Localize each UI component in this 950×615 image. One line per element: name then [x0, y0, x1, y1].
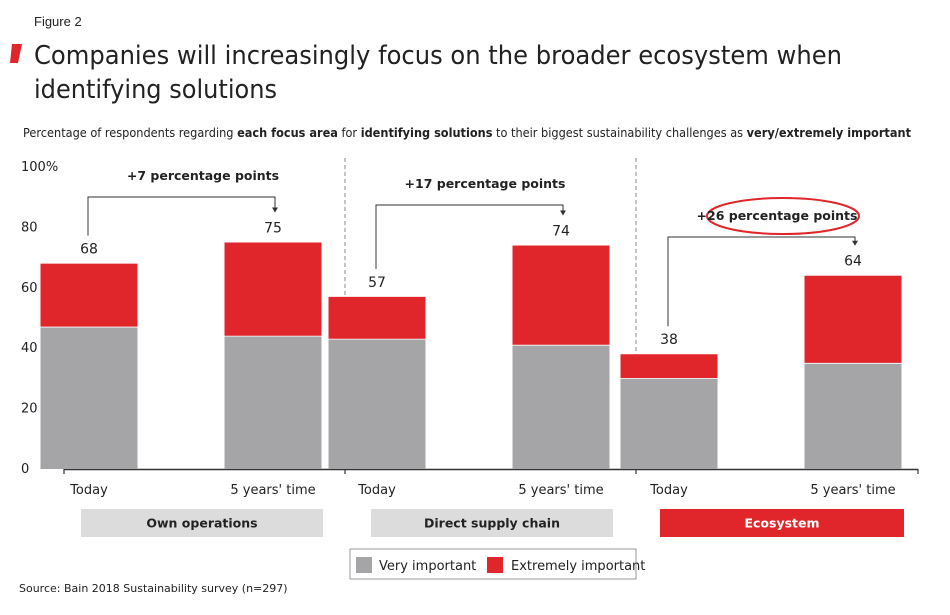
bar-extremely-important [804, 275, 902, 364]
title-accent-icon [10, 44, 22, 63]
x-category-label: 5 years' time [518, 483, 603, 498]
bar-total-label: 75 [264, 221, 282, 237]
arrow-head-icon [852, 240, 858, 246]
highlight-ellipse [706, 197, 860, 235]
legend-label: Very important [379, 559, 476, 574]
group-label: Own operations [146, 516, 257, 531]
source-note: Source: Bain 2018 Sustainability survey … [19, 582, 288, 595]
bar-very-important [620, 378, 718, 469]
x-category-label: Today [69, 483, 108, 498]
change-annotation: +17 percentage points [405, 176, 566, 191]
y-tick-label: 80 [21, 220, 38, 235]
bar-total-label: 57 [368, 275, 386, 291]
legend-swatch-extremely-important [487, 557, 503, 573]
stacked-bar-chart: 100% 80 60 40 20 0 68 Today 75 5 years' time +7 pe… [21, 158, 919, 580]
bar-extremely-important [328, 296, 426, 340]
group-label: Direct supply chain [424, 516, 560, 531]
subtitle-bold-3: very/extremely important [747, 125, 911, 140]
bar-extremely-important [224, 242, 322, 337]
change-connector [87, 196, 276, 236]
group-label-box [371, 509, 613, 537]
subtitle-bold-1: each focus area [237, 125, 338, 140]
x-category-label: Today [649, 483, 688, 498]
x-category-label: 5 years' time [230, 483, 315, 498]
figure-label: Figure 2 [34, 14, 82, 29]
x-category-label: 5 years' time [810, 483, 895, 498]
y-tick-label: 20 [21, 402, 38, 417]
legend-swatch-very-important [356, 557, 372, 573]
y-tick-label: 100% [21, 160, 58, 175]
arrow-head-icon [560, 210, 566, 216]
bar-very-important [804, 363, 902, 469]
subtitle-part-1: Percentage of respondents regarding [23, 125, 237, 140]
group-label: Ecosystem [744, 516, 819, 531]
bar-total-label: 68 [80, 242, 98, 258]
y-tick-label: 40 [21, 341, 38, 356]
chart-title-line-1: Companies will increasingly focus on the… [34, 41, 842, 71]
bar-very-important [512, 345, 610, 469]
change-connector [667, 236, 856, 327]
y-tick-label: 60 [21, 281, 38, 296]
bar-very-important [224, 336, 322, 469]
bar-total-label: 74 [552, 224, 570, 240]
bar-extremely-important [620, 354, 718, 379]
bar-very-important [40, 327, 138, 469]
bar-extremely-important [512, 245, 610, 346]
subtitle-part-2: for [338, 125, 361, 140]
subtitle-bold-2: identifying solutions [361, 125, 493, 140]
change-annotation: +7 percentage points [127, 168, 279, 183]
bar-total-label: 38 [660, 332, 678, 348]
group-label-box [81, 509, 323, 537]
change-annotation: +26 percentage points [697, 208, 858, 223]
group-label-box [660, 509, 904, 537]
chart-subtitle: Percentage of respondents regarding each… [23, 125, 911, 140]
subtitle-part-3: to their biggest sustainability challeng… [492, 125, 746, 140]
bar-very-important [328, 339, 426, 469]
x-category-label: Today [357, 483, 396, 498]
change-connector [375, 204, 564, 269]
legend-label: Extremely important [511, 559, 645, 574]
arrow-head-icon [272, 207, 278, 213]
bar-extremely-important [40, 263, 138, 328]
chart-title-line-2: identifying solutions [34, 75, 277, 105]
bar-total-label: 64 [844, 254, 862, 270]
y-tick-label: 0 [21, 462, 29, 477]
